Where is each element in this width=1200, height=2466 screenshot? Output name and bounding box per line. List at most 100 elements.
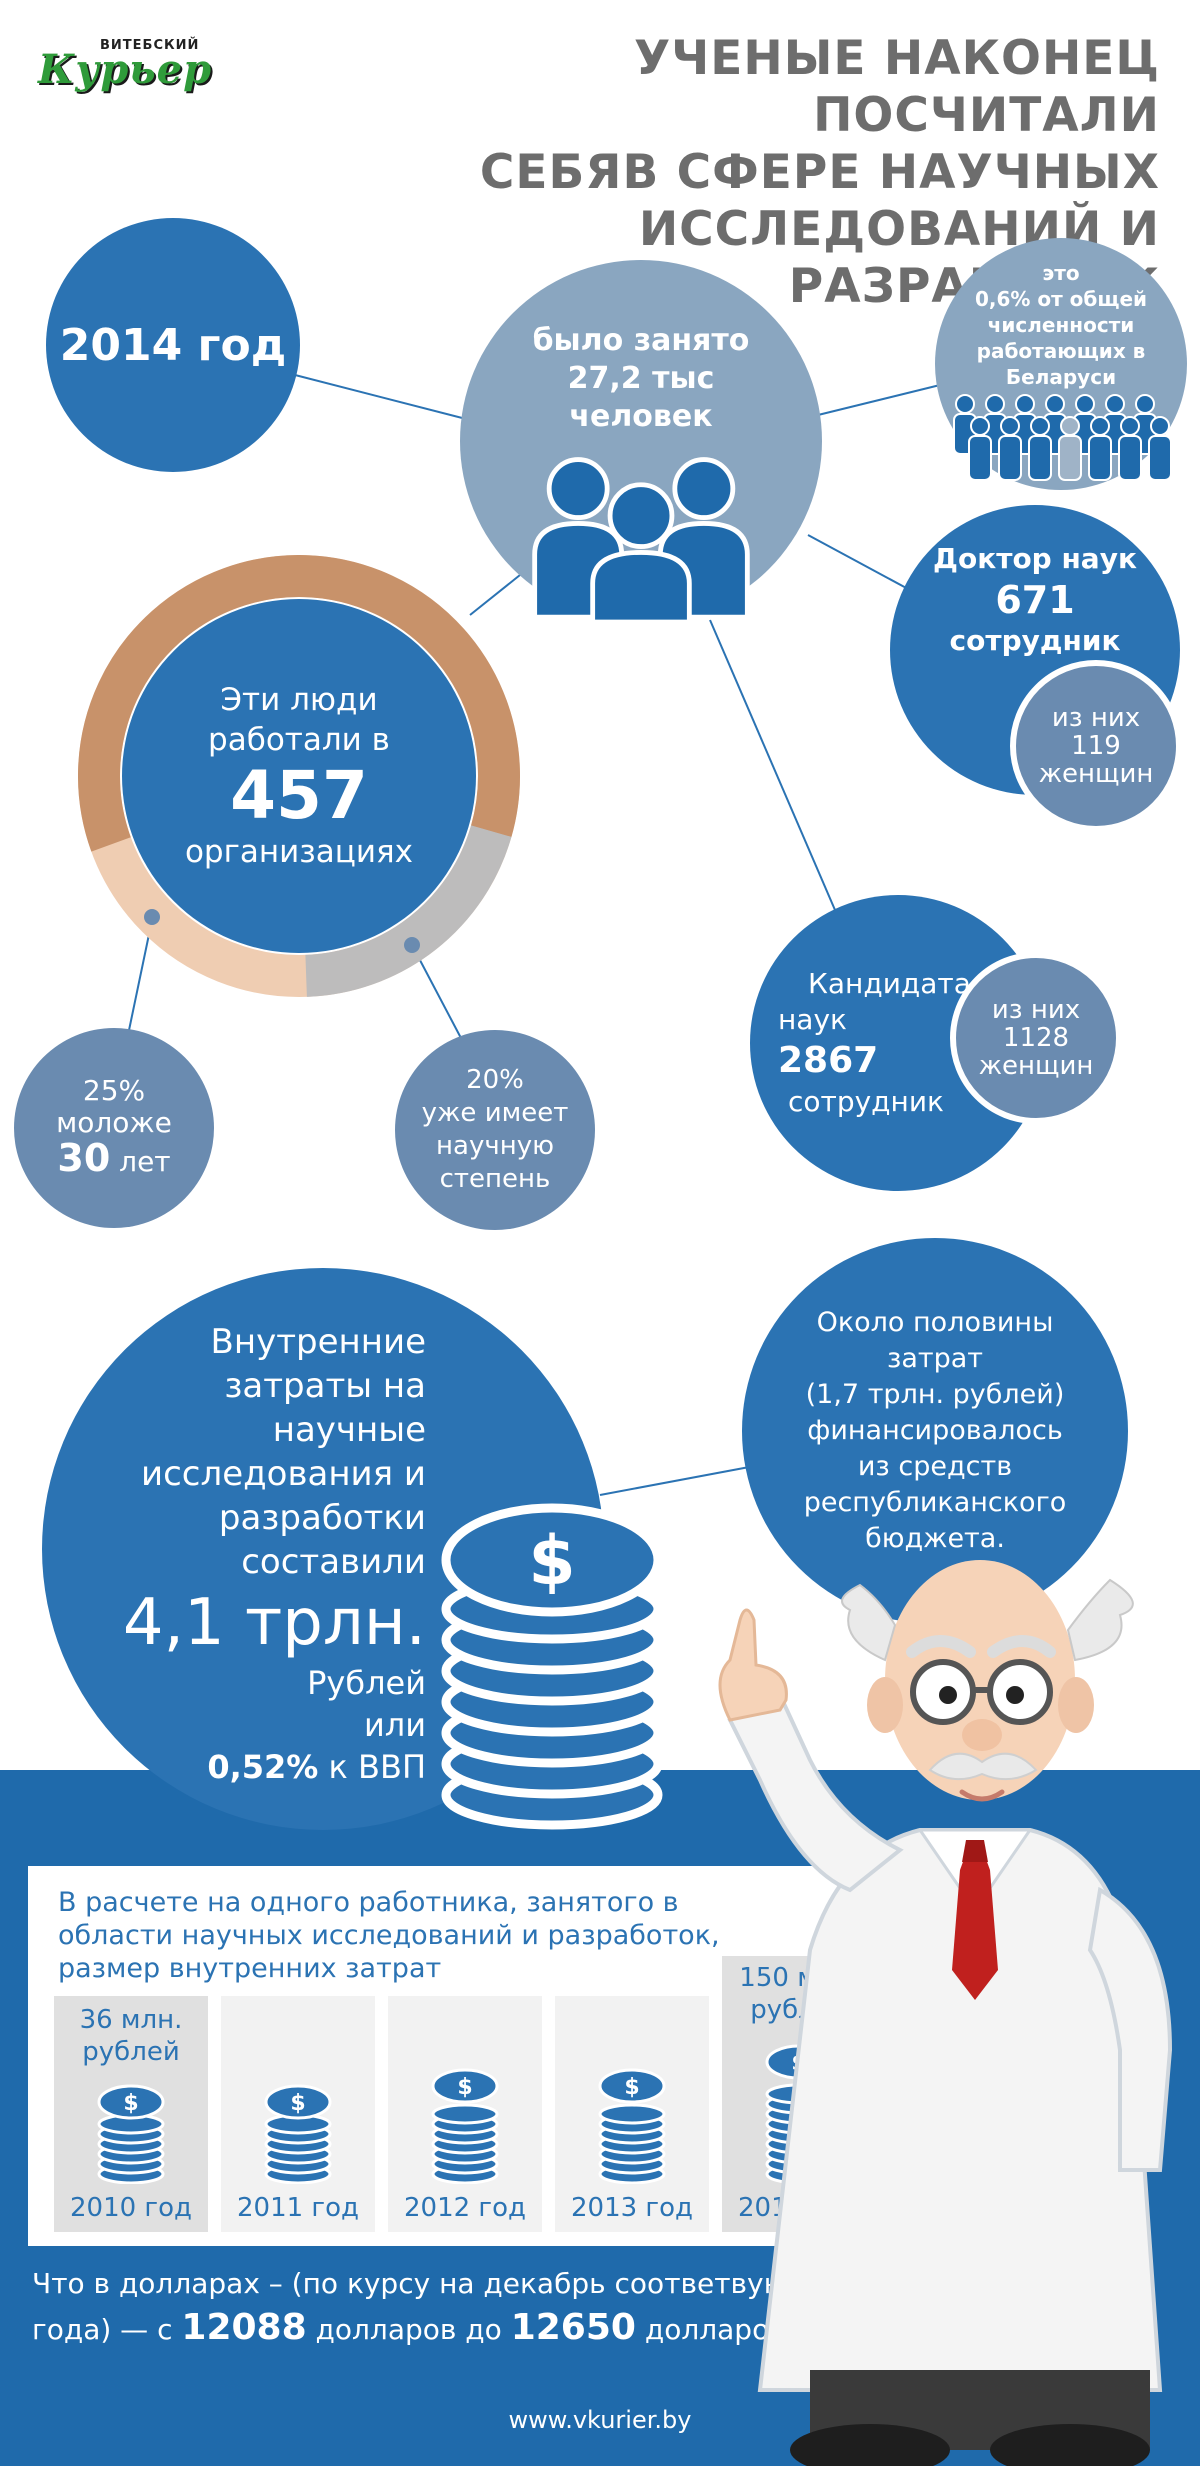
svg-text:$: $ xyxy=(624,2075,639,2100)
scientist-illustration xyxy=(718,1560,1173,2466)
orgs-line-1: Эти люди xyxy=(220,682,378,718)
year-card-2013-label: 2013 год xyxy=(571,2193,693,2223)
orgs-count: 457 xyxy=(230,757,368,834)
candidates-unit: сотрудник xyxy=(788,1085,944,1118)
per-worker-heading-3: размер внутренних затрат xyxy=(58,1953,442,1984)
share-line-3: численности xyxy=(987,313,1135,337)
per-worker-heading-2: области научных исследований и разработо… xyxy=(58,1920,720,1951)
coin-stack-icon: $ xyxy=(598,2068,666,2184)
orgs-ring: Эти люди работали в 457 организациях xyxy=(77,555,520,997)
young-unit: лет xyxy=(119,1145,171,1178)
employed-line-1: было занято xyxy=(532,323,750,358)
per-worker-heading-1: В расчете на одного работника, занятого … xyxy=(58,1887,679,1918)
coin-stack-icon: $ xyxy=(264,2084,332,2184)
degree-line-2: научную xyxy=(436,1131,554,1161)
svg-text:$: $ xyxy=(528,1522,575,1601)
year-card-2010: 36 млн. рублей $ 2010 год xyxy=(54,1996,208,2232)
costs-line-5: разработки xyxy=(218,1498,426,1538)
degree-pct: 20% xyxy=(466,1065,524,1095)
degree-line-3: степень xyxy=(439,1164,551,1194)
coin-stack-icon: $ xyxy=(431,2068,499,2184)
costs-line-6: составили xyxy=(241,1542,426,1582)
budget-line-1: Около половины xyxy=(816,1307,1054,1338)
candidates-women-line-3: женщин xyxy=(978,1051,1094,1081)
svg-text:$: $ xyxy=(457,2075,472,2100)
costs-gdp: 0,52% к ВВП xyxy=(207,1746,426,1788)
candidates-women-bubble: из них 1128 женщин xyxy=(950,952,1122,1124)
doctors-women-line-1: из них xyxy=(1051,703,1141,733)
budget-line-4: финансировалось xyxy=(807,1415,1063,1446)
degree-line-1: уже имеет xyxy=(421,1098,569,1128)
doctors-women-line-3: женщин xyxy=(1038,759,1154,789)
crowd-icon xyxy=(953,394,1171,481)
costs-gdp-pct: 0,52% xyxy=(207,1748,319,1786)
dollars-line-1: Что в долларах – (по курсу на декабрь со… xyxy=(32,2267,863,2300)
costs-unit: Рублей xyxy=(307,1664,426,1702)
costs-line-1: Внутренние xyxy=(210,1322,426,1362)
logo-small-text: ВИТЕБСКИЙ xyxy=(100,38,200,53)
orgs-inner: Эти люди работали в 457 организациях xyxy=(122,599,476,953)
budget-line-5: из средств xyxy=(857,1451,1013,1482)
dollars-mid: долларов до xyxy=(315,2313,502,2346)
young-line: моложе xyxy=(56,1106,172,1139)
year-card-2013: $ 2013 год xyxy=(555,1996,709,2232)
doctors-label: Доктор наук xyxy=(933,542,1137,575)
budget-line-2: затрат xyxy=(886,1343,984,1374)
dollars-end: долларов xyxy=(644,2313,786,2346)
doctors-count: 671 xyxy=(995,578,1075,622)
candidates-label-1: Кандидата xyxy=(808,967,971,1000)
degree-bubble: 20% уже имеет научную степень xyxy=(395,1030,595,1230)
young-num: 30 xyxy=(57,1136,111,1180)
people-group-icon xyxy=(532,457,750,622)
per-worker-heading: В расчете на одного работника, занятого … xyxy=(58,1886,878,1985)
candidates-count: 2867 xyxy=(778,1040,879,1081)
year-card-2011-label: 2011 год xyxy=(237,2193,359,2223)
dollars-text: Что в долларах – (по курсу на декабрь со… xyxy=(32,2262,912,2352)
doctors-unit: сотрудник xyxy=(949,624,1121,657)
young-bubble: 25% моложе 30 лет xyxy=(14,1028,214,1228)
dollars-from: 12088 xyxy=(181,2307,307,2348)
svg-text:$: $ xyxy=(290,2091,305,2116)
costs-amount: 4,1 трлн. xyxy=(122,1586,426,1660)
footer-url: www.vkurier.by xyxy=(508,2406,692,2434)
employed-line-3: человек xyxy=(569,399,713,434)
title-line-1: УЧЕНЫЕ НАКОНЕЦ ПОСЧИТАЛИ xyxy=(634,31,1160,143)
candidates-women-line-2: 1128 xyxy=(1002,1023,1070,1053)
dollars-line-2: года) — с 12088 долларов до 12650 доллар… xyxy=(32,2306,912,2352)
year-bubble: 2014 год xyxy=(46,218,300,472)
costs-line-2: затраты на xyxy=(224,1366,426,1406)
value-2010-line-2: рублей xyxy=(82,2037,180,2067)
year-card-2010-value: 36 млн. рублей xyxy=(54,2004,208,2068)
share-line-4: работающих в xyxy=(976,339,1146,363)
costs-or: или xyxy=(363,1706,426,1744)
value-2010-line-1: 36 млн. xyxy=(79,2005,183,2035)
costs-line-4: исследования и xyxy=(141,1454,426,1494)
year-text: 2014 год xyxy=(59,319,287,371)
orgs-line-3: организациях xyxy=(184,834,414,870)
connector-lines xyxy=(127,374,941,1496)
budget-bubble: Около половины затрат (1,7 трлн. рублей)… xyxy=(742,1238,1128,1624)
share-line-1: это xyxy=(1042,261,1080,285)
coin-stack-icon: $ xyxy=(97,2084,165,2184)
budget-line-6: республиканского xyxy=(803,1487,1067,1518)
dollars-to: 12650 xyxy=(510,2307,636,2348)
share-bubble: это 0,6% от общей численности работающих… xyxy=(935,238,1187,490)
costs-line-3: научные xyxy=(272,1410,426,1450)
employed-line-2: 27,2 тыс xyxy=(567,361,715,396)
coin-stack-icon: $ xyxy=(441,1503,663,1830)
title-line-2: СЕБЯВ СФЕРЕ НАУЧНЫХ xyxy=(479,145,1160,200)
year-card-2012: $ 2012 год xyxy=(388,1996,542,2232)
logo-big-text: Курьер xyxy=(38,46,213,93)
doctors-women-bubble: из них 119 женщин xyxy=(1010,660,1182,832)
orgs-line-2: работали в xyxy=(208,722,390,758)
candidates-label-2: наук xyxy=(778,1003,847,1036)
budget-line-7: бюджета. xyxy=(865,1523,1005,1554)
year-card-2011: $ 2011 год xyxy=(221,1996,375,2232)
logo: ВИТЕБСКИЙ Курьер xyxy=(38,38,288,93)
svg-text:$: $ xyxy=(123,2091,138,2116)
young-pct: 25% xyxy=(82,1074,146,1107)
young-age: 30 лет xyxy=(57,1139,170,1181)
candidates-women-line-1: из них xyxy=(991,995,1081,1025)
orgs-ring-chart xyxy=(77,555,520,997)
employed-bubble: было занято 27,2 тыс человек xyxy=(460,260,822,622)
